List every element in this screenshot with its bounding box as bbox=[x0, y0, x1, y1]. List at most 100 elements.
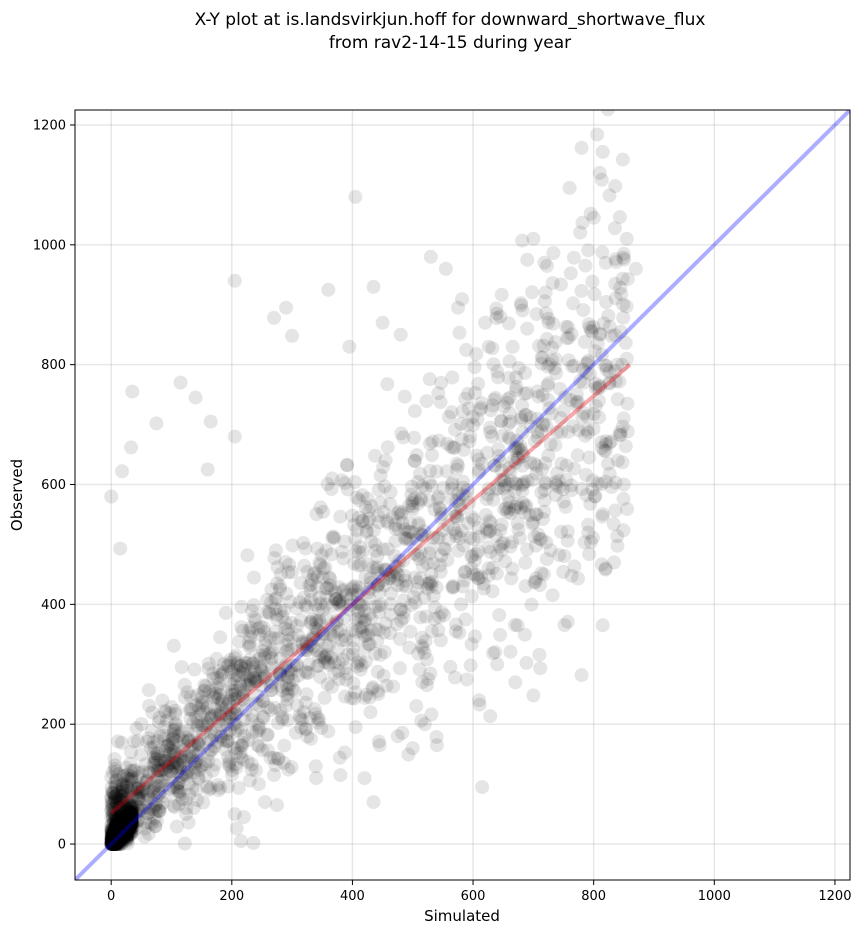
scatter-point bbox=[112, 821, 126, 836]
scatter-point bbox=[303, 584, 318, 599]
scatter-point bbox=[106, 826, 121, 841]
scatter-point bbox=[424, 567, 439, 582]
scatter-point bbox=[393, 602, 408, 617]
scatter-point bbox=[114, 822, 128, 837]
scatter-point bbox=[111, 830, 126, 845]
scatter-point bbox=[345, 623, 360, 637]
scatter-point bbox=[124, 807, 139, 822]
scatter-point bbox=[556, 403, 571, 418]
scatter-point bbox=[281, 686, 296, 701]
scatter-point bbox=[396, 553, 411, 568]
scatter-point bbox=[352, 580, 367, 595]
scatter-point bbox=[122, 816, 137, 831]
scatter-point bbox=[299, 687, 314, 702]
scatter-point bbox=[109, 824, 124, 839]
scatter-point bbox=[346, 633, 361, 648]
scatter-point bbox=[218, 707, 233, 722]
scatter-point bbox=[554, 524, 569, 539]
scatter-point bbox=[573, 225, 588, 240]
scatter-point bbox=[412, 662, 427, 677]
scatter-point bbox=[304, 632, 319, 647]
scatter-point bbox=[336, 582, 351, 597]
scatter-point bbox=[150, 746, 165, 761]
scatter-point bbox=[236, 810, 251, 825]
scatter-point bbox=[255, 664, 270, 679]
scatter-point bbox=[104, 828, 119, 842]
scatter-point bbox=[543, 543, 558, 558]
scatter-point bbox=[113, 821, 127, 836]
scatter-point bbox=[123, 809, 138, 824]
scatter-point bbox=[304, 592, 319, 607]
scatter-point bbox=[505, 339, 520, 354]
scatter-point bbox=[120, 814, 135, 829]
scatter-point bbox=[138, 775, 153, 790]
scatter-point bbox=[104, 803, 119, 818]
scatter-point bbox=[283, 663, 298, 678]
scatter-point bbox=[541, 376, 556, 391]
scatter-point bbox=[227, 807, 242, 822]
scatter-point bbox=[358, 500, 373, 515]
scatter-point bbox=[104, 832, 119, 847]
scatter-point bbox=[179, 801, 194, 815]
scatter-point bbox=[306, 630, 321, 645]
scatter-point bbox=[123, 814, 138, 828]
scatter-point bbox=[113, 817, 128, 832]
scatter-point bbox=[445, 370, 460, 385]
scatter-point bbox=[147, 750, 161, 765]
scatter-point bbox=[124, 811, 139, 826]
scatter-point bbox=[465, 410, 480, 424]
scatter-point bbox=[319, 638, 334, 653]
scatter-point bbox=[107, 789, 122, 804]
scatter-point bbox=[132, 803, 147, 818]
scatter-point bbox=[454, 501, 468, 516]
scatter-point bbox=[222, 759, 237, 774]
scatter-point bbox=[233, 677, 247, 692]
scatter-point bbox=[169, 747, 184, 762]
scatter-point bbox=[113, 831, 128, 846]
scatter-point bbox=[111, 767, 126, 782]
scatter-point bbox=[619, 231, 634, 246]
scatter-point bbox=[229, 668, 244, 683]
scatter-point bbox=[124, 807, 139, 822]
scatter-point bbox=[537, 294, 552, 309]
scatter-point bbox=[108, 833, 123, 848]
scatter-point bbox=[585, 530, 600, 545]
scatter-point bbox=[150, 763, 165, 778]
scatter-point bbox=[114, 827, 129, 842]
scatter-point bbox=[186, 801, 201, 815]
scatter-point bbox=[268, 601, 283, 616]
scatter-point bbox=[115, 819, 130, 834]
scatter-point bbox=[124, 825, 139, 840]
scatter-point bbox=[117, 823, 132, 837]
scatter-point bbox=[462, 434, 477, 449]
scatter-point bbox=[612, 210, 627, 225]
scatter-point bbox=[393, 327, 408, 342]
scatter-point bbox=[104, 822, 119, 837]
scatter-point bbox=[339, 588, 354, 603]
scatter-point bbox=[225, 706, 240, 721]
scatter-point bbox=[564, 478, 579, 493]
scatter-point bbox=[508, 443, 523, 458]
scatter-point bbox=[122, 816, 137, 831]
scatter-point bbox=[411, 496, 426, 511]
scatter-point bbox=[113, 826, 128, 841]
scatter-point bbox=[314, 647, 328, 661]
scatter-point bbox=[124, 815, 139, 830]
scatter-point bbox=[357, 628, 372, 643]
scatter-point bbox=[120, 814, 135, 829]
scatter-point bbox=[113, 824, 128, 839]
scatter-point bbox=[115, 830, 130, 845]
scatter-point bbox=[115, 816, 130, 830]
scatter-point bbox=[239, 678, 254, 693]
scatter-point bbox=[345, 641, 360, 656]
scatter-point bbox=[123, 811, 138, 826]
scatter-point bbox=[115, 822, 130, 837]
scatter-point bbox=[118, 818, 132, 833]
scatter-point bbox=[516, 449, 531, 464]
scatter-point bbox=[140, 773, 155, 788]
scatter-point bbox=[110, 824, 125, 839]
scatter-point bbox=[119, 831, 133, 846]
scatter-point bbox=[540, 359, 555, 374]
scatter-point bbox=[500, 505, 515, 519]
scatter-point bbox=[620, 424, 635, 439]
